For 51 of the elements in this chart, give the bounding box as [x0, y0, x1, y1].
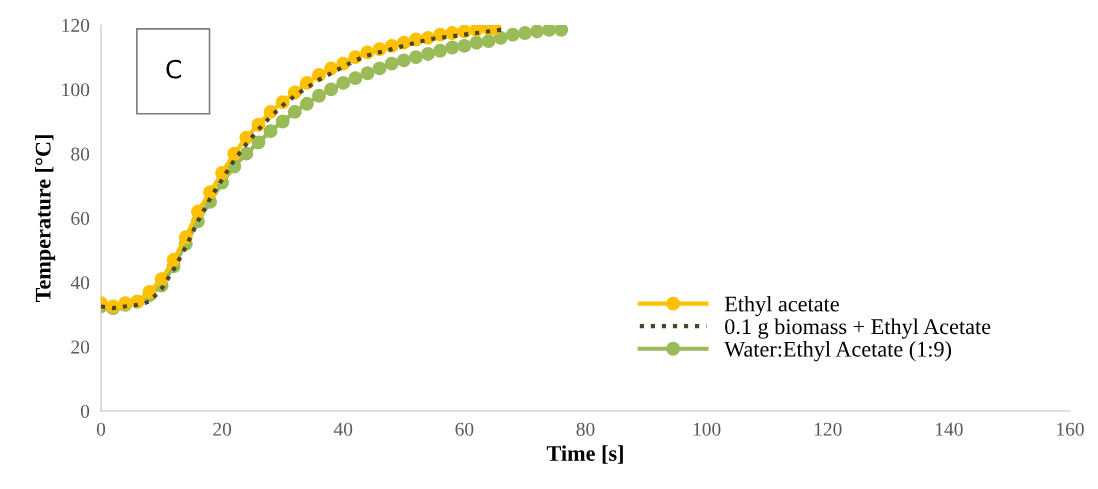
x-axis-title: Time [s] — [546, 445, 623, 464]
point — [275, 114, 290, 129]
point — [360, 66, 375, 81]
point — [481, 34, 496, 49]
x-tick-label: 60 — [455, 422, 474, 436]
y-tick-label: 80 — [71, 147, 90, 161]
point — [408, 50, 423, 65]
point — [142, 285, 157, 299]
point — [372, 61, 387, 76]
point — [251, 135, 266, 150]
x-tick-label: 40 — [333, 422, 353, 436]
point — [421, 47, 435, 61]
point — [469, 35, 484, 50]
point — [336, 75, 351, 90]
point — [445, 40, 460, 55]
point — [505, 27, 520, 42]
x-tick-label: 80 — [576, 422, 595, 436]
point — [348, 71, 363, 86]
x-tick-label: 160 — [1057, 422, 1084, 436]
point — [433, 43, 448, 58]
point — [190, 204, 205, 219]
point — [457, 38, 472, 53]
point — [396, 53, 411, 68]
y-tick-label: 60 — [71, 211, 90, 225]
point — [542, 25, 557, 37]
y-tick-label: 100 — [62, 83, 90, 97]
legend-label: 0.1 g biomass + Ethyl Acetate — [725, 318, 991, 339]
annotation: C — [166, 59, 182, 79]
x-tick-label: 140 — [936, 422, 963, 436]
y-axis-title: Temperature [°C] — [35, 135, 56, 303]
y-tick-label: 40 — [70, 276, 90, 290]
x-tick-label: 100 — [693, 422, 721, 436]
point — [384, 56, 399, 71]
legend-label: Ethyl acetate — [724, 295, 839, 317]
point — [324, 82, 339, 97]
point — [517, 26, 532, 40]
point — [287, 104, 302, 119]
y-tick-label: 0 — [80, 404, 90, 418]
point — [239, 146, 254, 161]
point — [554, 25, 569, 37]
x-tick-label: 20 — [213, 422, 232, 436]
point — [154, 272, 169, 287]
x-tick-label: 0 — [96, 422, 106, 436]
x-tick-label: 120 — [814, 422, 842, 436]
legend-label: Water:Ethyl Acetate (1:9) — [724, 341, 952, 362]
point — [299, 96, 314, 111]
point — [312, 88, 326, 103]
point — [263, 124, 278, 139]
point — [530, 25, 544, 39]
y-tick-label: 120 — [62, 18, 90, 32]
y-tick-label: 20 — [71, 340, 90, 354]
